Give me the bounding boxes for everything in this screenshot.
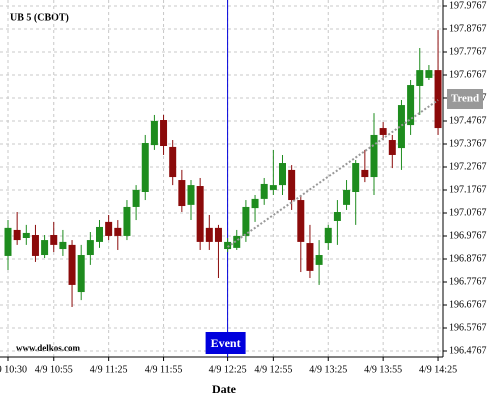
candle-body bbox=[178, 180, 186, 207]
x-tick-label: 4/9 13:55 bbox=[364, 364, 402, 375]
x-axis-label: Date bbox=[212, 382, 237, 396]
candle-body bbox=[196, 186, 204, 242]
trend-label: Trend bbox=[451, 93, 479, 105]
candle-body bbox=[233, 235, 241, 248]
candle-body bbox=[114, 227, 122, 236]
x-tick-label: 4/9 11:55 bbox=[145, 364, 183, 375]
y-tick-label: 197.3767 bbox=[449, 138, 487, 149]
candle-body bbox=[269, 185, 277, 190]
candle-body bbox=[288, 169, 296, 201]
y-tick-label: 196.5767 bbox=[449, 322, 487, 333]
candle-body bbox=[4, 227, 12, 256]
x-tick-label: 4/9 12:25 bbox=[209, 364, 247, 375]
candle-body bbox=[50, 235, 58, 245]
candle-body bbox=[132, 189, 140, 207]
candle-body bbox=[388, 140, 396, 155]
y-tick-label: 196.6767 bbox=[449, 299, 487, 310]
event-label: Event bbox=[211, 336, 241, 350]
candle-body bbox=[31, 235, 39, 256]
candle-body bbox=[361, 169, 369, 178]
candle-body bbox=[41, 240, 49, 256]
candle-body bbox=[324, 227, 332, 244]
chart-title: UB 5 (CBOT) bbox=[10, 12, 69, 23]
candle-body bbox=[397, 105, 405, 149]
y-tick-label: 196.7767 bbox=[449, 276, 487, 287]
y-tick-label: 197.0767 bbox=[449, 207, 487, 218]
candle-body bbox=[150, 120, 158, 146]
y-tick-label: 197.1767 bbox=[449, 184, 487, 195]
candle-body bbox=[425, 70, 433, 78]
candle-body bbox=[105, 221, 113, 236]
candle-body bbox=[370, 134, 378, 178]
x-tick-label: 4/9 13:25 bbox=[309, 364, 347, 375]
candle-body bbox=[214, 227, 222, 242]
x-tick-label: 4/9 10:55 bbox=[35, 364, 73, 375]
candle-body bbox=[352, 163, 360, 193]
x-tick-label: 4/9 12:55 bbox=[254, 364, 292, 375]
candle-body bbox=[96, 226, 103, 242]
y-tick-label: 197.4767 bbox=[449, 115, 487, 126]
candle-body bbox=[434, 70, 442, 129]
candle-body bbox=[77, 255, 85, 293]
candle-body bbox=[141, 143, 149, 193]
candle-body bbox=[315, 255, 323, 265]
x-tick-label: 4/9 11:25 bbox=[90, 364, 128, 375]
candle-body bbox=[123, 206, 131, 236]
candle-body bbox=[242, 206, 250, 236]
candle-body bbox=[251, 198, 259, 209]
candle-body bbox=[13, 229, 21, 241]
candle-body bbox=[416, 70, 424, 86]
candle-body bbox=[187, 185, 195, 205]
candle-body bbox=[279, 163, 286, 186]
candle-body bbox=[68, 244, 76, 285]
event-label-box bbox=[205, 332, 246, 354]
candle-body bbox=[22, 232, 30, 238]
candle-body bbox=[379, 128, 387, 135]
candle-body bbox=[306, 243, 314, 271]
x-tick-label: 4/9 10:30 bbox=[0, 364, 27, 375]
y-tick-label: 197.6767 bbox=[449, 69, 487, 80]
candle-body bbox=[59, 241, 67, 250]
y-tick-label: 196.8767 bbox=[449, 253, 487, 264]
y-tick-label: 196.9767 bbox=[449, 230, 487, 241]
candle-body bbox=[86, 240, 94, 256]
y-tick-label: 196.4767 bbox=[449, 345, 487, 356]
y-tick-label: 197.7767 bbox=[449, 46, 487, 57]
candle-body bbox=[333, 212, 341, 221]
candle-body bbox=[343, 189, 351, 205]
candle-body bbox=[169, 146, 177, 178]
trend-line bbox=[227, 99, 439, 248]
candle-body bbox=[260, 183, 268, 199]
y-tick-label: 197.8767 bbox=[449, 23, 487, 34]
candle-body bbox=[205, 227, 213, 242]
x-tick-label: 4/9 14:25 bbox=[419, 364, 457, 375]
grid bbox=[0, 0, 443, 357]
candle-body bbox=[297, 200, 305, 242]
candle-body bbox=[160, 120, 168, 147]
y-tick-label: 197.2767 bbox=[449, 161, 487, 172]
candle-body bbox=[224, 241, 232, 250]
y-tick-label: 197.9767 bbox=[449, 0, 487, 11]
watermark: www.delkos.com bbox=[16, 343, 81, 353]
candle-body bbox=[407, 85, 415, 126]
trend-label-box bbox=[447, 89, 483, 110]
